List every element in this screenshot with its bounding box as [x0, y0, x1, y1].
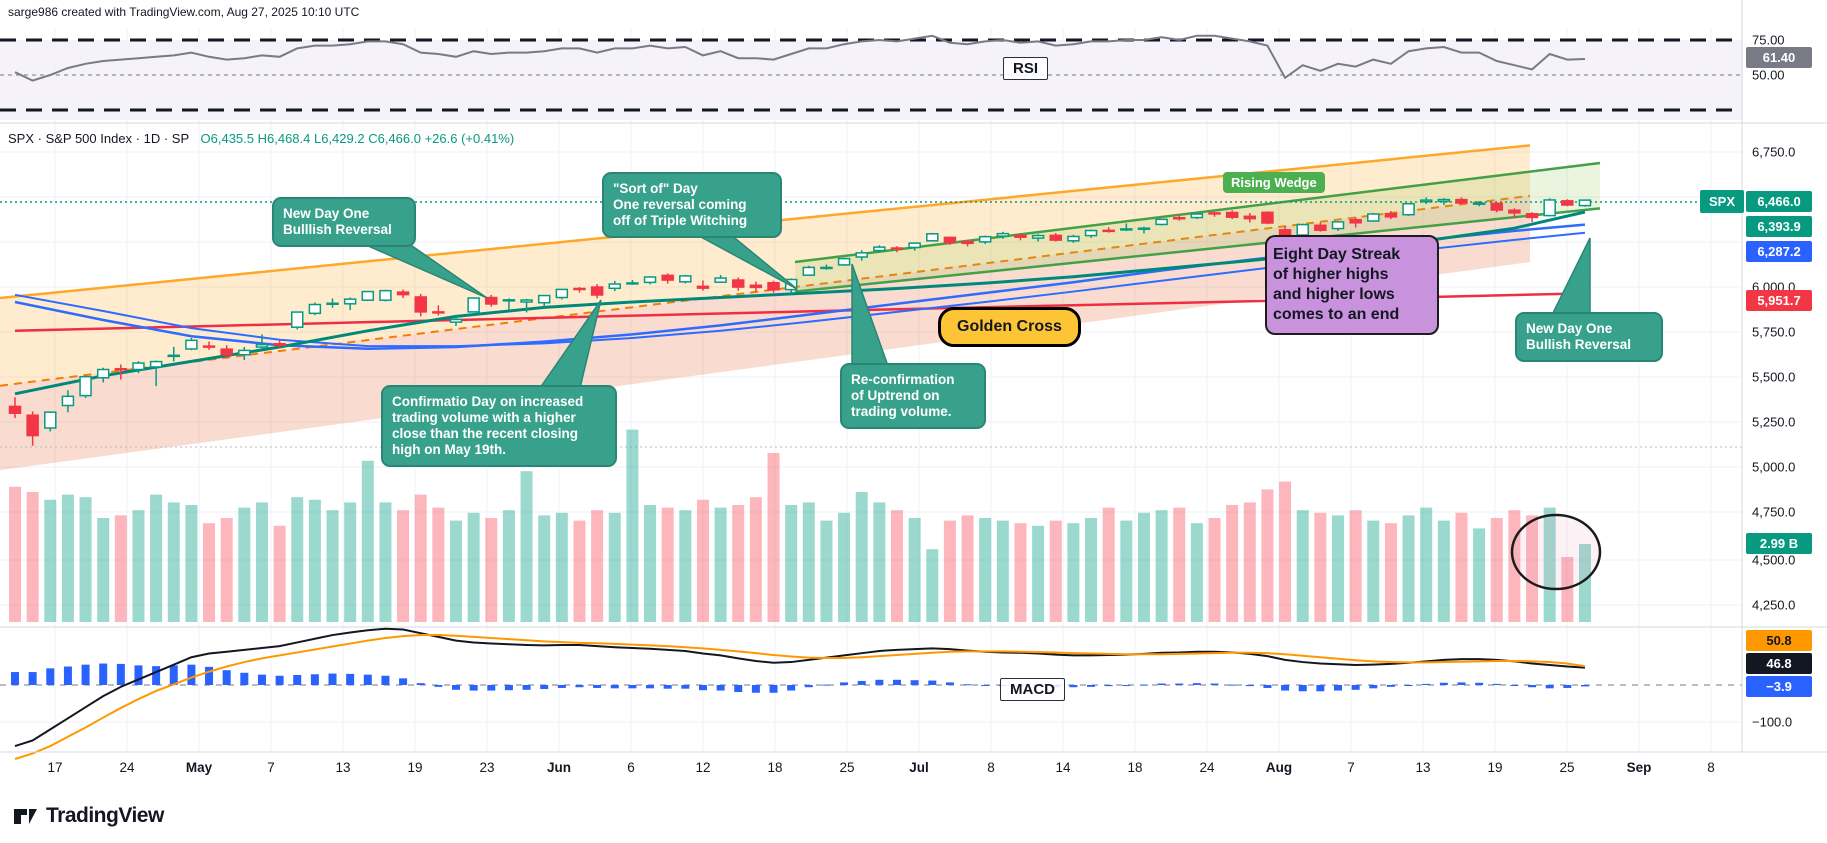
- symbol-title: SPX · S&P 500 Index · 1D · SP: [8, 131, 189, 146]
- rsi-axis-label: 50.00: [1752, 67, 1785, 83]
- rsi-axis-label: 75.00: [1752, 32, 1785, 48]
- volume-badge: 2.99 B: [1746, 533, 1812, 554]
- time-axis-label: 14: [1055, 760, 1071, 775]
- annotation-eight-day-streak[interactable]: Eight Day Streak of higher highs and hig…: [1265, 235, 1439, 335]
- annotation-right-day-one[interactable]: New Day One Bullish Reversal: [1515, 312, 1663, 362]
- macd-axis-label: −100.0: [1752, 714, 1793, 730]
- time-axis-label: 18: [1127, 760, 1143, 775]
- tradingview-logo-text: TradingView: [46, 803, 164, 827]
- time-axis-label: May: [185, 760, 213, 775]
- time-axis-label: 6: [627, 760, 635, 775]
- ohlc-values: O6,435.5 H6,468.4 L6,429.2 C6,466.0 +26.…: [200, 131, 515, 146]
- price-axis-label: 5,000.0: [1752, 459, 1796, 475]
- price-axis-label: 5,250.0: [1752, 414, 1796, 430]
- credit-line: sarge986 created with TradingView.com, A…: [8, 5, 360, 19]
- macd-signal-badge: 50.8: [1746, 630, 1812, 651]
- time-axis-label: 19: [1487, 760, 1503, 775]
- price-axis-label: 5,500.0: [1752, 369, 1796, 385]
- time-axis-label: 25: [1559, 760, 1575, 775]
- time-axis-label: 23: [479, 760, 495, 775]
- time-axis-label: Sep: [1626, 760, 1652, 775]
- annotation-reconfirmation[interactable]: Re-confirmation of Uptrend on trading vo…: [840, 363, 986, 429]
- time-axis-label: 17: [47, 760, 63, 775]
- tradingview-logo-icon: [14, 809, 37, 824]
- symbol-info-line[interactable]: SPX · S&P 500 Index · 1D · SP O6,435.5 H…: [8, 131, 514, 146]
- price-axis-label: 4,500.0: [1752, 552, 1796, 568]
- rsi-value-badge: 61.40: [1746, 47, 1812, 68]
- annotation-rising-wedge[interactable]: Rising Wedge: [1223, 172, 1325, 193]
- macd-hist-badge: −3.9: [1746, 676, 1812, 697]
- spx-price-line-chip: SPX: [1700, 190, 1744, 213]
- price-axis-label: 6,750.0: [1752, 144, 1796, 160]
- time-axis-label: 18: [767, 760, 783, 775]
- annotation-left-day-one[interactable]: New Day One Bulllish Reversal: [272, 197, 416, 247]
- last-price-badge: 6,466.0: [1746, 191, 1812, 212]
- time-axis-label: 24: [1199, 760, 1215, 775]
- annotation-sort-of-day-one[interactable]: "Sort of" Day One reversal coming off of…: [602, 172, 782, 238]
- red-ma-badge: 5,951.7: [1746, 290, 1812, 311]
- time-axis-label: 24: [119, 760, 135, 775]
- price-axis-label: 4,250.0: [1752, 597, 1796, 613]
- rsi-pane-label[interactable]: RSI: [1003, 57, 1049, 80]
- time-axis-label: 13: [1415, 760, 1431, 775]
- time-axis-label: 7: [1347, 760, 1355, 775]
- time-axis-label: Jul: [909, 760, 929, 775]
- time-axis-label: 13: [335, 760, 351, 775]
- time-axis-label: 7: [267, 760, 275, 775]
- time-axis-label: Aug: [1265, 760, 1293, 775]
- tradingview-logo[interactable]: TradingView: [12, 802, 164, 829]
- time-axis-label: 19: [407, 760, 423, 775]
- time-axis-label: Jun: [546, 760, 572, 775]
- annotation-confirmation-day[interactable]: Confirmatio Day on increased trading vol…: [381, 385, 617, 467]
- macd-pane-label[interactable]: MACD: [1000, 678, 1065, 701]
- annotation-golden-cross[interactable]: Golden Cross: [938, 307, 1081, 347]
- time-axis-label: 8: [1707, 760, 1715, 775]
- price-axis-label: 5,750.0: [1752, 324, 1796, 340]
- price-axis-label: 4,750.0: [1752, 504, 1796, 520]
- macd-main-badge: 46.8: [1746, 653, 1812, 674]
- time-axis-label: 12: [695, 760, 711, 775]
- time-axis-label: 8: [987, 760, 995, 775]
- time-axis-label: 25: [839, 760, 855, 775]
- teal-ma-badge: 6,393.9: [1746, 216, 1812, 237]
- blue-ma-badge: 6,287.2: [1746, 241, 1812, 262]
